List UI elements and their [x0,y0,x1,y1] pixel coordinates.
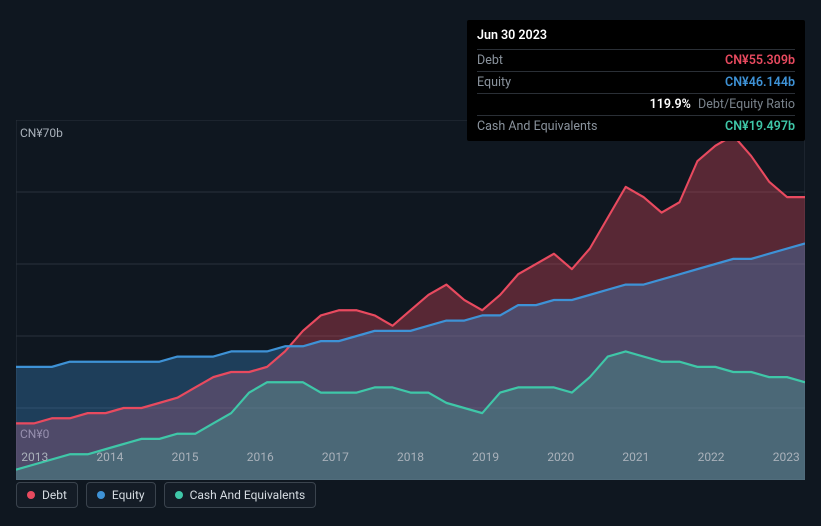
legend-swatch [175,491,183,499]
tooltip-row-label: Debt [477,53,503,68]
legend-label: Cash And Equivalents [190,488,306,502]
legend-swatch [27,491,35,499]
legend-label: Debt [42,488,67,502]
xaxis-tick: 2017 [322,450,349,464]
tooltip-row: Cash And Equivalents CN¥19.497b [477,115,795,137]
xaxis-tick: 2015 [172,450,199,464]
tooltip-row-value: CN¥55.309b [725,53,795,68]
chart-plot[interactable] [16,120,805,480]
tooltip-row: Equity CN¥46.144b [477,71,795,93]
chart-tooltip: Jun 30 2023 Debt CN¥55.309b Equity CN¥46.14… [467,20,805,141]
tooltip-row: 119.9% Debt/Equity Ratio [477,93,795,115]
xaxis-tick: 2022 [698,450,725,464]
xaxis-tick: 2019 [472,450,499,464]
legend-swatch [97,491,105,499]
legend: Debt Equity Cash And Equivalents [16,482,316,508]
legend-label: Equity [112,488,145,502]
financial-chart: Jun 30 2023 Debt CN¥55.309b Equity CN¥46.14… [0,0,821,526]
tooltip-row-value: 119.9% Debt/Equity Ratio [650,97,795,112]
tooltip-date: Jun 30 2023 [477,28,795,49]
x-axis: 2013 2014 2015 2016 2017 2018 2019 2020 2021 2022… [16,450,805,470]
xaxis-tick: 2016 [247,450,274,464]
xaxis-tick: 2014 [96,450,123,464]
tooltip-row-label: Equity [477,75,511,90]
tooltip-row-value: CN¥46.144b [725,75,795,90]
xaxis-tick: 2023 [773,450,800,464]
legend-item-equity[interactable]: Equity [86,482,156,508]
tooltip-row: Debt CN¥55.309b [477,49,795,71]
xaxis-tick: 2021 [622,450,649,464]
legend-item-cash-and-equivalents[interactable]: Cash And Equivalents [164,482,317,508]
xaxis-tick: 2018 [397,450,424,464]
xaxis-tick: 2013 [21,450,48,464]
xaxis-tick: 2020 [547,450,574,464]
tooltip-row-label: Cash And Equivalents [477,119,597,134]
legend-item-debt[interactable]: Debt [16,482,78,508]
tooltip-row-value: CN¥19.497b [725,119,795,134]
